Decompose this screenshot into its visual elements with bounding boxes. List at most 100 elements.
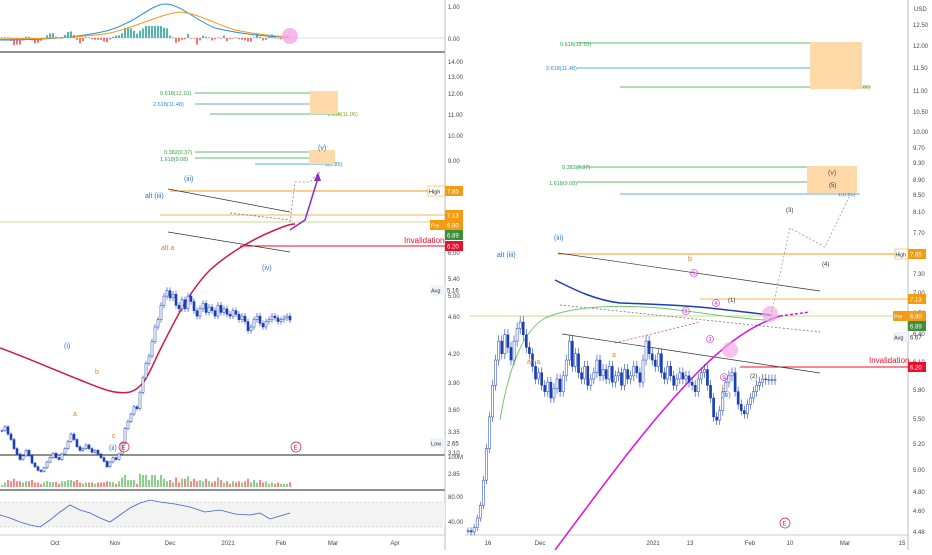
right-badge-high-label: High (896, 253, 907, 259)
right-wave-c: c (722, 384, 726, 391)
macd-histogram-bar (265, 38, 267, 40)
volume-bar (4, 482, 7, 487)
left-price-tick: 9.00 (448, 159, 460, 165)
left-volume-tick: 100M (448, 455, 463, 461)
macd-histogram-bar (124, 27, 126, 38)
right-badge-pre-bg (908, 311, 926, 321)
right-micro-4-circle (712, 299, 720, 307)
macd-histogram-bar (205, 36, 207, 38)
left-candle-body (231, 310, 235, 317)
right-micro-1-circle (690, 269, 698, 277)
right-candle-body (512, 340, 516, 361)
volume-bar (274, 483, 277, 487)
left-time-tick: Mar (328, 541, 338, 547)
macd-histogram-bar (226, 38, 228, 41)
right-badge-last-bg (908, 321, 926, 331)
left-candle-body (201, 303, 205, 310)
left-candle-body (204, 303, 208, 313)
volume-bar (22, 482, 25, 487)
left-channel-upper (167, 188, 291, 213)
volume-bar (238, 481, 241, 487)
right-candle-body (650, 353, 654, 361)
left-badge-713-bg (445, 210, 463, 220)
volume-bar (139, 473, 142, 487)
right-candle-body (607, 366, 611, 380)
left-wave-c: c (112, 433, 116, 440)
left-candle-body (135, 406, 139, 409)
right-candle-body (767, 379, 771, 381)
left-price-tick: 3.60 (448, 408, 460, 414)
left-candle-body (198, 308, 202, 317)
volume-bar (136, 483, 139, 487)
left-rsi-pane: 80.00 40.00 (0, 495, 464, 528)
macd-histogram-bar (214, 38, 216, 40)
right-price-tick: 10.00 (913, 130, 929, 136)
volume-bar (181, 478, 184, 487)
left-badge-713: 7.13 (447, 214, 459, 220)
right-candle-body (558, 378, 562, 392)
left-candle-body (9, 433, 13, 440)
macd-histogram-bar (145, 26, 147, 38)
macd-histogram-bar (208, 37, 210, 38)
volume-bar (109, 481, 112, 487)
left-wave-b: b (95, 369, 99, 376)
right-price-tick: 5.50 (913, 417, 925, 423)
right-micro-3-circle (706, 335, 714, 343)
volume-bar (94, 483, 97, 487)
right-fib-1-label: 1(8.85) (838, 192, 856, 198)
right-candle-body (506, 334, 510, 348)
right-price-tick: 8.10 (913, 210, 925, 216)
volume-bar (226, 481, 229, 487)
volume-bar (217, 477, 220, 487)
left-candle-body (156, 319, 160, 328)
macd-histogram-bar (166, 28, 168, 38)
left-e-marker-2-text: E (294, 446, 298, 452)
left-candle-body (84, 444, 88, 449)
left-price-tick: 4.20 (448, 352, 460, 358)
right-candle-body (598, 359, 602, 377)
right-candle-body (641, 359, 645, 383)
right-candle-body (604, 369, 608, 380)
volume-bar (157, 480, 160, 487)
right-candle-body (724, 381, 728, 392)
left-macd-pane: 1.00 0.00 (0, 3, 460, 46)
left-moving-average (0, 223, 296, 394)
macd-histogram-bar (235, 37, 237, 38)
left-candle-body (183, 299, 187, 310)
volume-bar (205, 478, 208, 487)
right-price-tick: 7.70 (913, 231, 925, 237)
left-e-marker-1-text: E (122, 446, 126, 452)
volume-bar (220, 480, 223, 487)
left-candle-body (222, 308, 226, 313)
left-time-tick: Nov (110, 541, 121, 547)
volume-bar (10, 481, 13, 487)
right-candle-body (693, 385, 697, 392)
macd-histogram-bar (250, 38, 252, 42)
left-candle-body (90, 448, 94, 453)
left-candle-body (63, 448, 67, 455)
right-badge-avg-label: Avg (894, 336, 903, 342)
right-candle-body (761, 378, 765, 383)
volume-bar (163, 478, 166, 487)
macd-histogram-bar (37, 38, 39, 43)
right-price-tick: 4.60 (913, 509, 925, 515)
right-candle-body (626, 369, 629, 380)
right-candle-body (583, 366, 586, 380)
volume-bar (130, 480, 133, 487)
left-price-tick: 3.90 (448, 381, 460, 387)
macd-histogram-bar (127, 27, 129, 38)
left-badge-pre-label: Pre (431, 224, 440, 230)
right-candle-body (706, 369, 709, 386)
left-alt-iii: alt (iii) (145, 193, 164, 200)
left-candle-body (102, 457, 106, 462)
left-price-tick: 4.60 (448, 315, 460, 321)
right-candle-body (589, 378, 593, 386)
right-candle-body (466, 530, 470, 532)
left-price-tick: 5.00 (448, 294, 460, 300)
macd-histogram-bar (133, 30, 135, 38)
right-candle-body (742, 410, 746, 415)
left-candle-body (150, 341, 154, 357)
right-alt-a: alt a (527, 359, 540, 366)
volume-bar (55, 482, 58, 487)
